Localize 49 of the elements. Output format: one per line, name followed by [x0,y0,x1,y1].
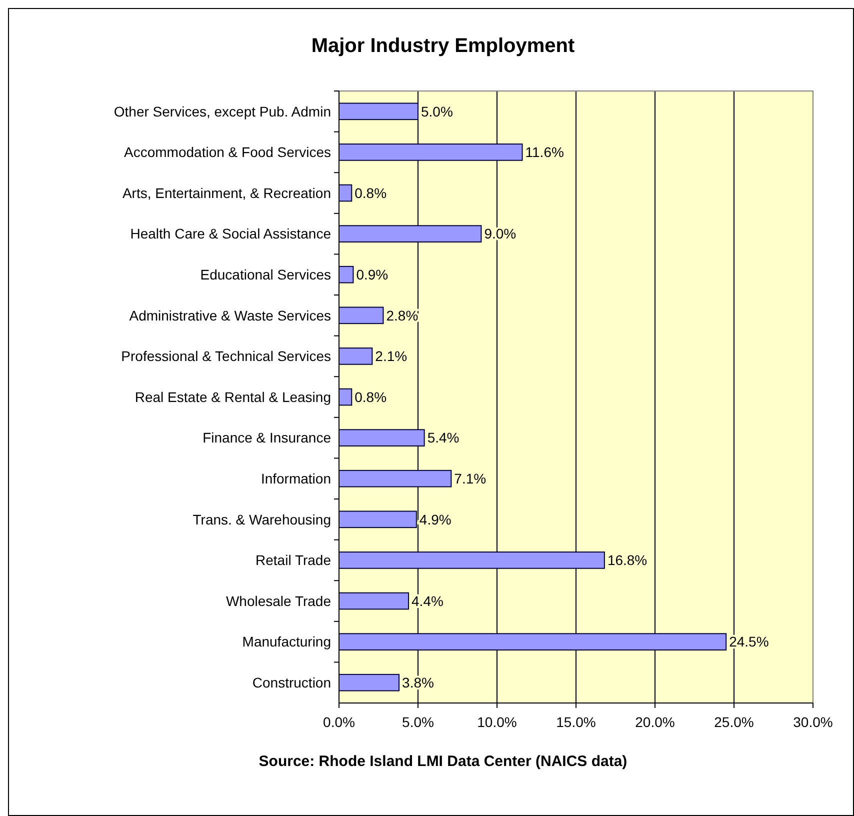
bar [338,348,373,365]
y-tick-label: Accommodation & Food Services [124,144,331,160]
y-tick-label: Administrative & Waste Services [129,307,331,324]
data-label: 0.8% [354,388,387,405]
data-label: 5.0% [421,103,453,120]
bar [338,633,727,650]
bar [338,102,418,120]
x-tick-label: 30.0% [793,714,833,730]
x-tick-label: 20.0% [635,714,675,730]
x-tick-label: 25.0% [714,714,754,730]
bar [338,510,417,528]
y-tick-label: Other Services, except Pub. Admin [114,103,331,120]
data-label: 4.9% [419,511,452,528]
bar [338,266,354,284]
x-tick-label: 0.0% [323,714,355,730]
bar [338,225,482,242]
bar [338,674,400,692]
y-tick-label: Manufacturing [242,634,331,650]
data-label: 16.8% [607,552,648,568]
bar [338,144,523,161]
x-tick-label: 5.0% [402,714,434,730]
y-tick-label: Educational Services [200,266,331,282]
data-label: 5.4% [427,430,460,446]
data-label: 0.9% [356,266,388,282]
chart-title: Major Industry Employment [311,35,576,57]
data-label: 2.1% [375,348,408,364]
y-tick-label: Finance & Insurance [202,430,332,446]
y-tick-label: Real Estate & Rental & Leasing [134,388,331,405]
bar [338,388,352,406]
data-label: 7.1% [454,470,486,486]
y-tick-label: Professional & Technical Services [121,348,331,364]
bar [338,184,352,202]
y-tick-label: Arts, Entertainment, & Recreation [122,184,331,201]
y-tick-label: Trans. & Warehousing [192,511,331,528]
bar [338,592,410,610]
y-tick-label: Wholesale Trade [226,592,332,609]
y-tick-label: Construction [252,674,331,690]
bar [338,429,425,446]
y-tick-label: Retail Trade [256,552,332,568]
y-tick-label: Information [260,470,331,486]
y-tick-label: Health Care & Social Assistance [130,226,332,242]
data-label: 11.6% [525,144,564,160]
bar [338,470,452,488]
bar [338,552,605,569]
x-tick-label: 10.0% [477,714,517,730]
data-label: 0.8% [354,184,387,201]
x-tick-label: 15.0% [556,714,596,730]
source-note: Source: Rhode Island LMI Data Center (NAICS data) [258,753,628,770]
bar [338,306,384,324]
